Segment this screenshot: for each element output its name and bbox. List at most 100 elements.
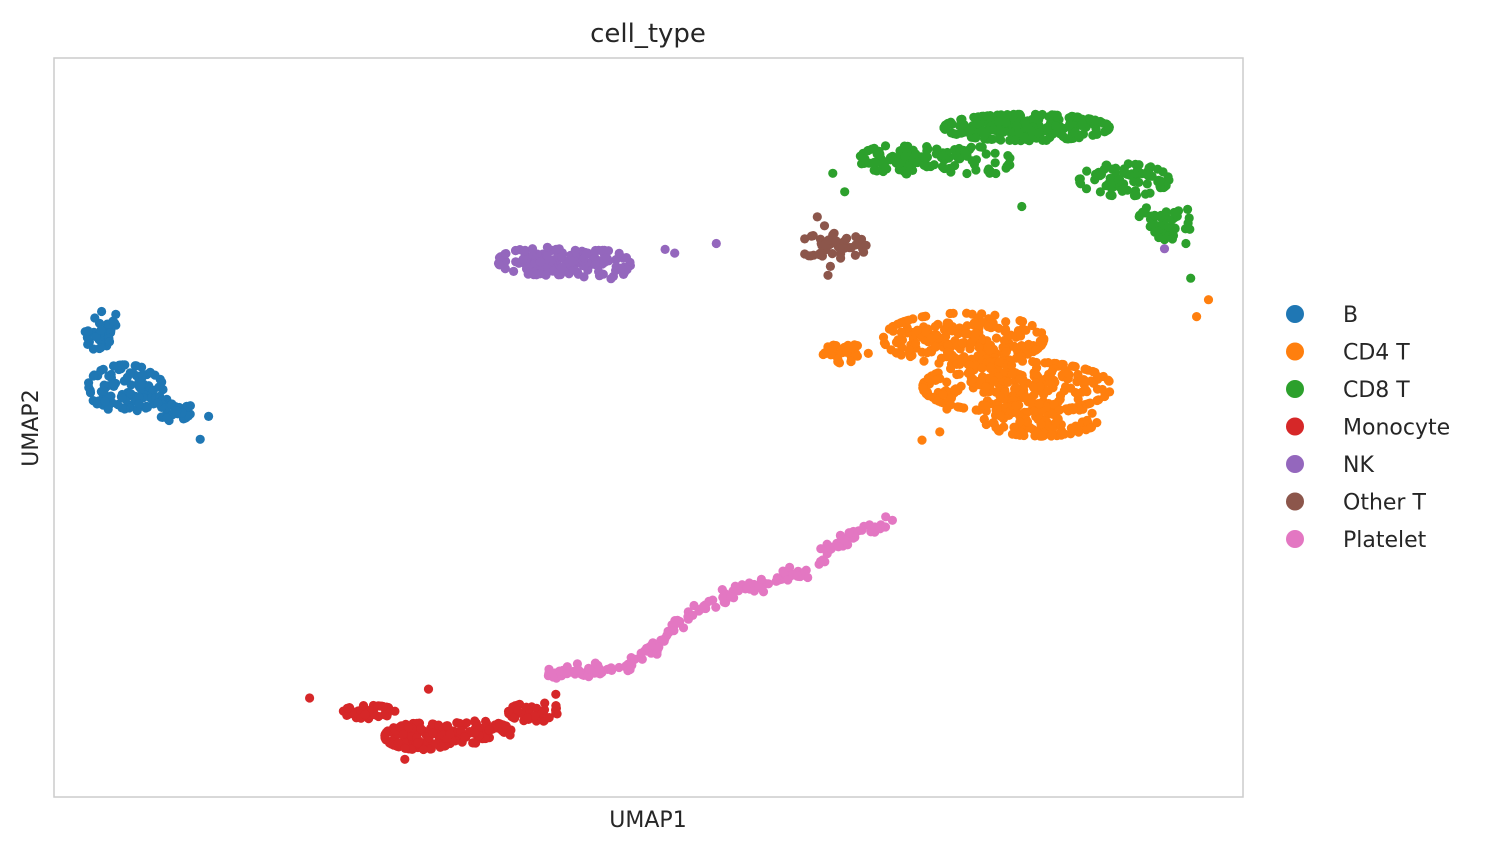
data-point-cd8-t: [960, 148, 970, 158]
data-point-cd8-t: [1095, 187, 1105, 197]
data-point-cd8-t: [869, 165, 879, 175]
data-point-cd8-t: [828, 168, 838, 178]
data-point-monocyte: [413, 738, 423, 748]
data-point-cd8-t: [1091, 169, 1101, 179]
data-point-nk: [541, 270, 551, 280]
data-point-cd4-t: [1001, 347, 1012, 357]
data-point-cd8-t: [1151, 227, 1161, 237]
data-point-monocyte: [522, 713, 533, 723]
data-point-cd4-t: [1062, 368, 1072, 378]
data-point-cd4-t: [1029, 390, 1039, 400]
data-point-platelet: [815, 556, 826, 567]
data-point-cd4-t: [953, 402, 963, 412]
legend-label: NK: [1343, 453, 1374, 478]
data-point-cd4-t: [1103, 375, 1113, 385]
data-point-cd4-t: [1007, 360, 1017, 370]
data-point-cd8-t: [966, 142, 976, 152]
data-point-other-t: [827, 249, 837, 259]
data-point-cd8-t: [1074, 133, 1084, 143]
data-point-other-t: [861, 240, 871, 250]
data-point-cd4-t: [918, 383, 928, 393]
data-point-cd8-t: [987, 134, 998, 144]
data-point-cd4-t: [1017, 356, 1028, 366]
data-point-cd8-t: [996, 110, 1006, 120]
legend-label: B: [1343, 303, 1358, 328]
data-point-b: [154, 382, 164, 392]
data-point-nk: [508, 266, 519, 276]
data-point-platelet: [726, 592, 736, 602]
data-point-cd4-t: [1027, 320, 1037, 331]
data-point-cd4-t: [977, 363, 987, 373]
data-point-cd8-t: [994, 134, 1004, 144]
data-point-platelet: [844, 528, 854, 538]
data-point-cd4-t: [978, 400, 988, 410]
data-point-cd4-t: [1001, 324, 1011, 334]
data-point-cd4-t: [1087, 408, 1097, 418]
data-point-monocyte: [503, 706, 514, 717]
data-point-b: [92, 399, 102, 409]
data-point-b: [88, 371, 98, 381]
data-point-cd8-t: [892, 157, 902, 167]
data-point-cd4-t: [1011, 383, 1021, 393]
data-point-cd4-t: [938, 389, 948, 400]
data-point-nk: [531, 270, 542, 280]
data-point-cd8-t: [874, 146, 884, 156]
data-point-cd8-t: [1167, 223, 1177, 233]
data-point-cd4-t: [981, 382, 991, 392]
data-point-b: [125, 368, 135, 378]
data-point-other-t: [831, 236, 841, 246]
data-point-cd4-t: [999, 422, 1009, 432]
data-point-monocyte: [416, 724, 426, 734]
data-point-cd8-t: [1020, 116, 1030, 126]
legend-marker: [1286, 305, 1304, 323]
data-point-monocyte: [403, 723, 414, 733]
data-point-cd4-t: [948, 308, 958, 318]
data-point-cd8-t: [922, 142, 932, 152]
data-point-cd4-t: [960, 329, 970, 339]
data-point-cd4-t: [930, 321, 940, 332]
data-point-cd8-t: [1181, 238, 1191, 249]
data-point-b: [90, 313, 100, 323]
data-point-b: [97, 306, 107, 317]
data-point-cd4-t: [985, 362, 996, 372]
data-point-nk: [535, 257, 545, 267]
data-point-b: [108, 379, 118, 389]
x-axis-label: UMAP1: [609, 808, 686, 833]
data-point-cd4-t: [912, 325, 922, 335]
data-point-cd8-t: [1134, 160, 1144, 170]
data-point-cd8-t: [911, 149, 921, 159]
data-point-cd4-t: [1047, 424, 1058, 434]
data-point-cd8-t: [1082, 166, 1092, 176]
data-point-cd8-t: [880, 157, 891, 167]
data-point-cd4-t: [964, 360, 974, 370]
data-point-other-t: [825, 261, 836, 271]
data-point-monocyte: [544, 713, 554, 723]
data-point-platelet: [792, 571, 803, 581]
data-point-cd4-t: [933, 396, 944, 406]
data-point-other-t: [812, 212, 822, 222]
data-point-nk: [570, 245, 580, 255]
data-point-cd8-t: [1001, 117, 1011, 128]
data-point-monocyte: [442, 721, 453, 731]
data-point-cd4-t: [1024, 339, 1034, 349]
data-point-cd8-t: [860, 154, 870, 164]
data-point-cd4-t: [946, 364, 956, 374]
data-point-b: [96, 325, 106, 335]
data-point-cd4-t: [1047, 367, 1057, 377]
data-point-platelet: [756, 574, 767, 585]
data-point-cd4-t: [1105, 387, 1115, 397]
data-point-cd4-t: [969, 318, 979, 328]
legend-marker: [1286, 530, 1304, 548]
data-point-nk: [557, 252, 567, 262]
data-point-monocyte: [505, 730, 515, 740]
data-point-cd4-t: [1068, 405, 1078, 415]
data-point-cd8-t: [1019, 132, 1030, 142]
legend-item-cd8-t: CD8 T: [1286, 378, 1410, 403]
data-point-platelet: [669, 626, 679, 636]
data-point-cd4-t: [962, 308, 972, 318]
data-point-cd8-t: [981, 149, 991, 159]
data-point-cd4-t: [942, 404, 952, 414]
data-point-cd4-t: [931, 342, 941, 352]
data-point-nk: [501, 249, 511, 259]
data-point-platelet: [785, 562, 795, 573]
